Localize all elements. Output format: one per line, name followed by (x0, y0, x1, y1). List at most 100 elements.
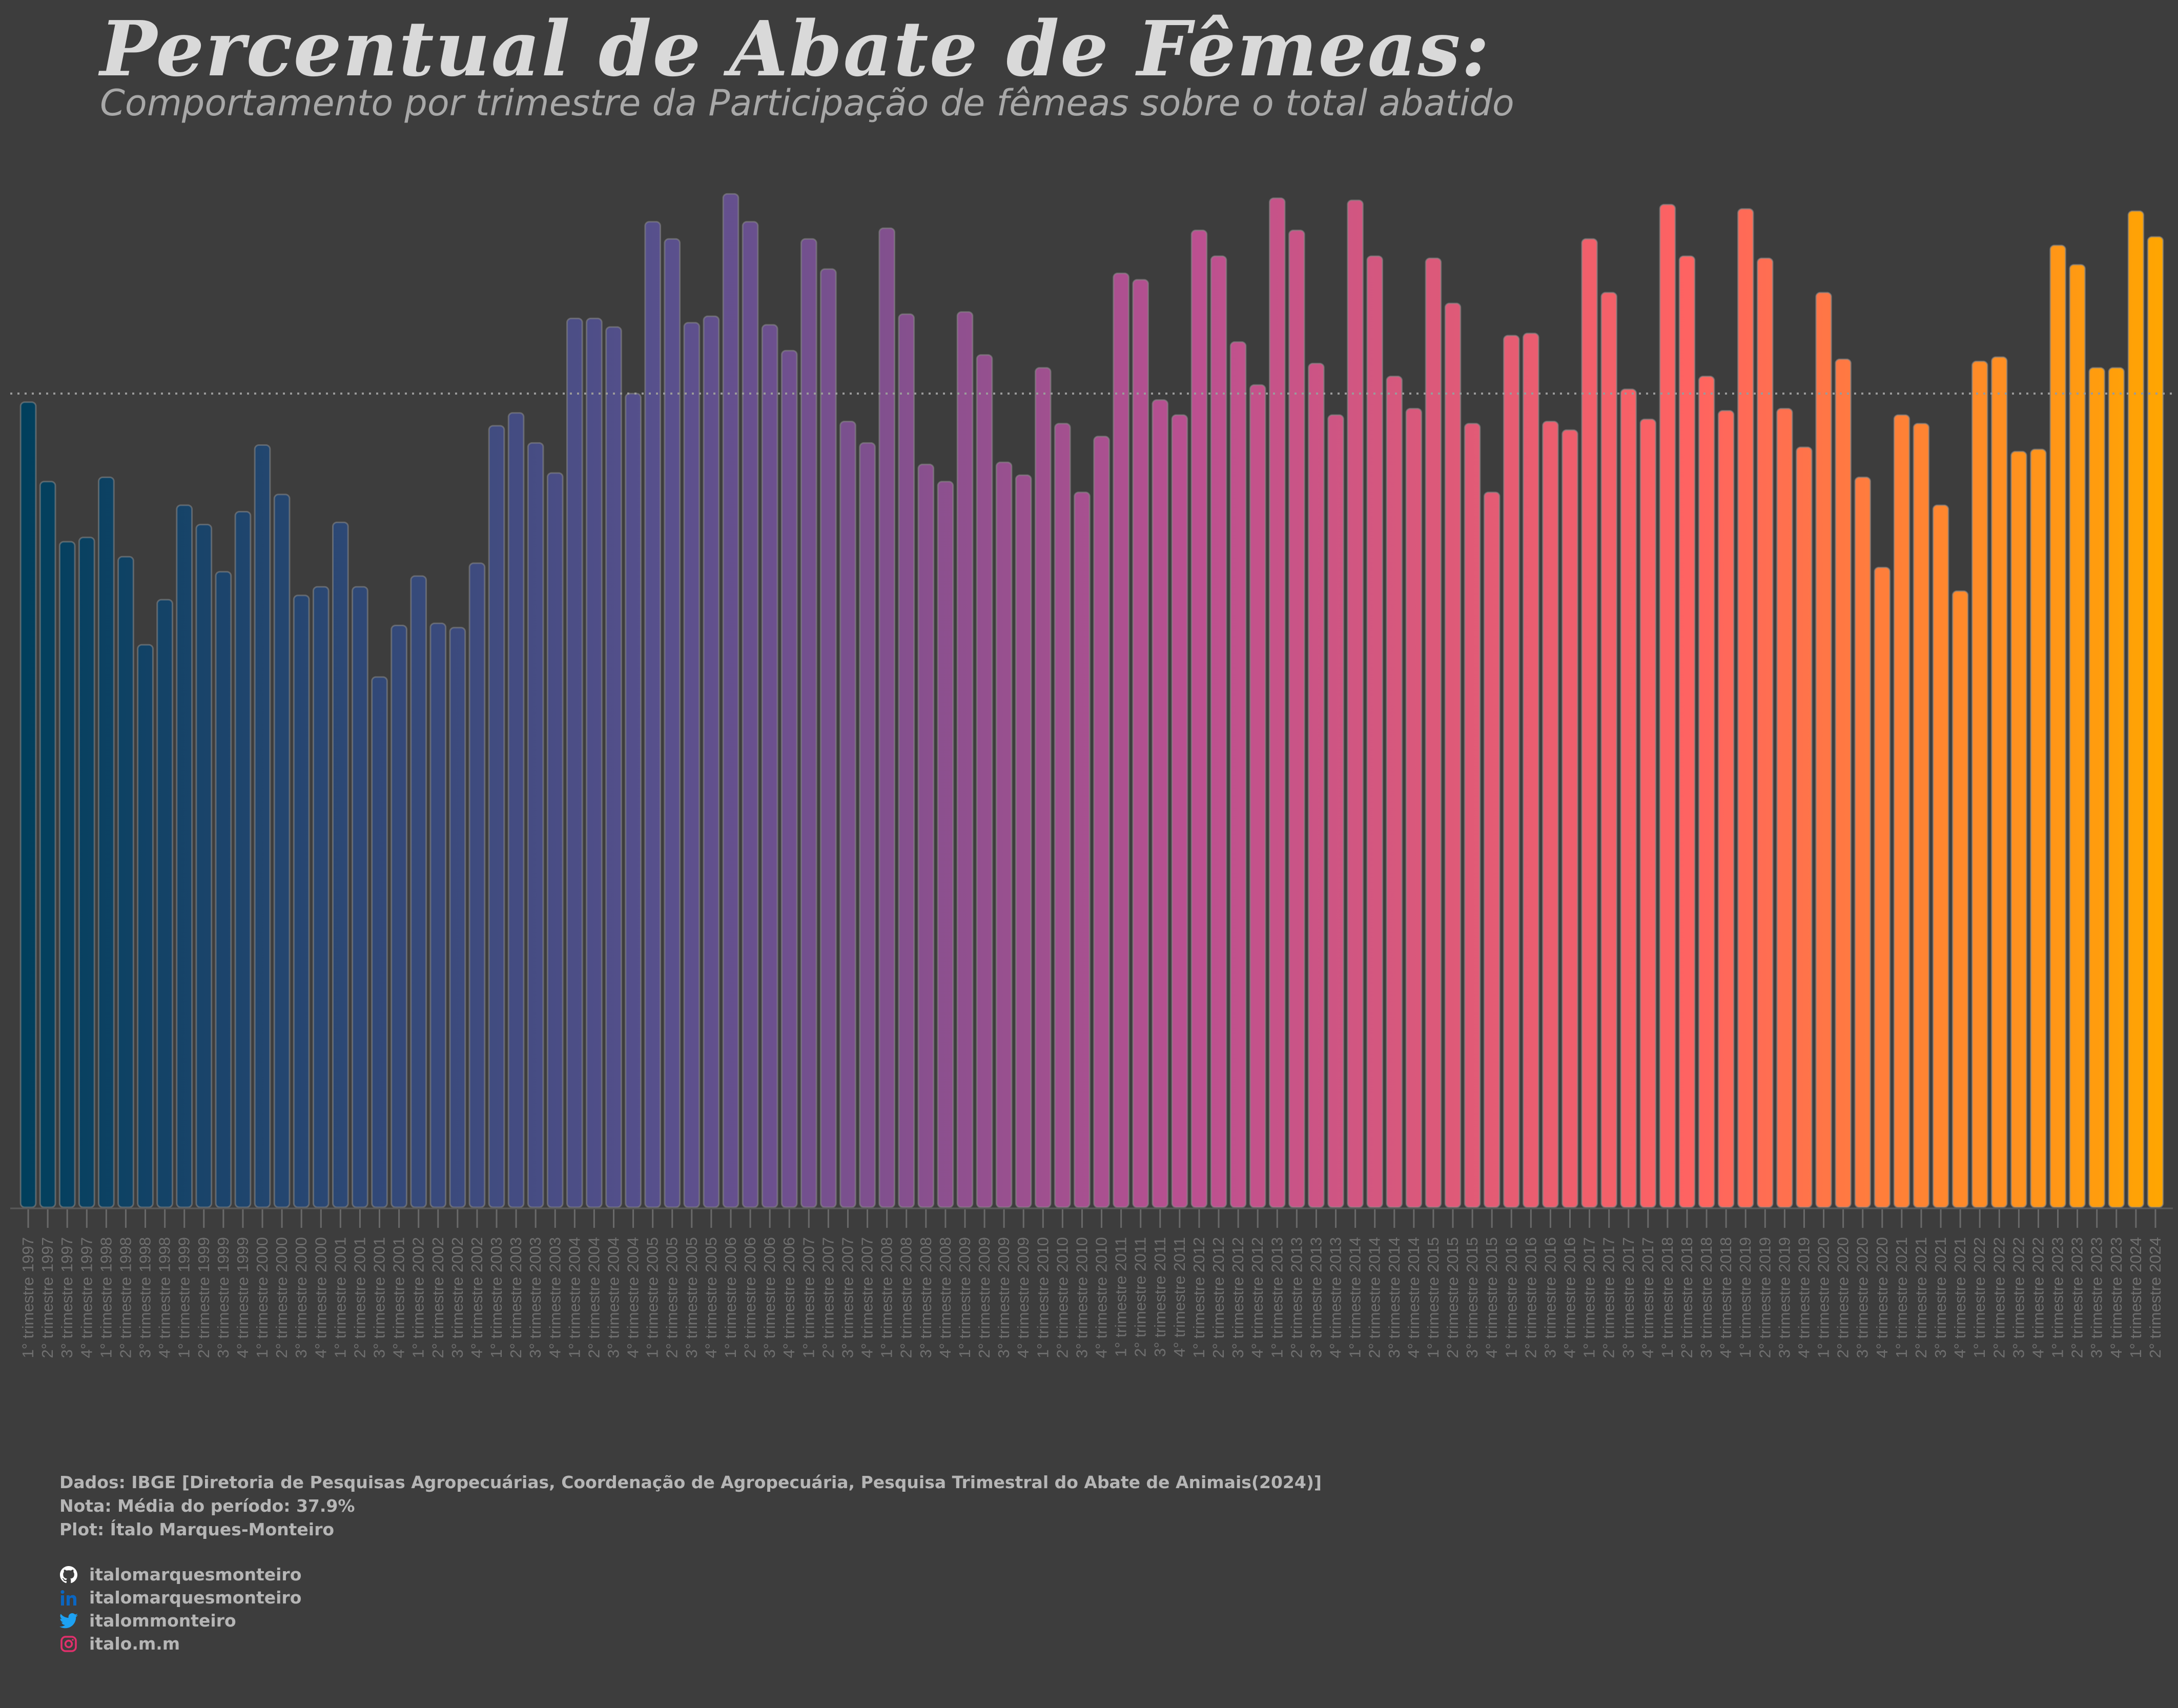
bar (507, 412, 525, 1208)
bar (468, 562, 486, 1208)
x-tick-label: 3° trimestre 2019 (1775, 1237, 1793, 1358)
x-tick-label: 1° trimestre 2022 (1970, 1237, 1988, 1358)
x-tick-label: 3° trimestre 2004 (605, 1237, 623, 1358)
bar (1776, 407, 1793, 1208)
x-tick-label: 2° trimestre 2017 (1600, 1237, 1618, 1358)
bar (1483, 491, 1501, 1208)
x-tick-label: 3° trimestre 2005 (683, 1237, 701, 1358)
x-tick-label: 2° trimestre 2005 (663, 1237, 681, 1358)
x-tick-label: 3° trimestre 2015 (1463, 1237, 1481, 1358)
social-instagram[interactable]: italo.m.m (59, 1632, 301, 1655)
x-tick-label: 2° trimestre 1998 (116, 1237, 134, 1358)
x-tick-label: 4° trimestre 2003 (546, 1237, 564, 1358)
x-tick-label: 1° trimestre 2001 (331, 1237, 349, 1358)
x-tick-label: 2° trimestre 2019 (1756, 1237, 1774, 1358)
bar (1034, 367, 1052, 1208)
bar (98, 476, 115, 1208)
x-tick-label: 2° trimestre 2011 (1132, 1237, 1149, 1357)
x-tick-label: 4° trimestre 2005 (702, 1237, 720, 1358)
x-tick-label: 2° trimestre 2014 (1366, 1237, 1384, 1358)
x-tick-label: 4° trimestre 2013 (1327, 1237, 1345, 1358)
x-tick-label: 4° trimestre 2016 (1561, 1237, 1579, 1358)
social-twitter[interactable]: italommonteiro (59, 1609, 301, 1632)
x-tick-label: 1° trimestre 2018 (1658, 1237, 1676, 1358)
bar (1249, 384, 1266, 1208)
x-tick-label: 3° trimestre 2010 (1073, 1237, 1091, 1358)
bar (273, 493, 291, 1208)
x-tick-label: 2° trimestre 1999 (195, 1237, 213, 1358)
x-tick-label: 4° trimestre 2018 (1717, 1237, 1735, 1358)
x-tick-label: 3° trimestre 2022 (2009, 1237, 2027, 1358)
x-tick-label: 2° trimestre 2009 (975, 1237, 993, 1358)
bar (1659, 203, 1676, 1208)
bar (1503, 335, 1520, 1208)
bar (566, 317, 583, 1208)
x-tick-label: 1° trimestre 2010 (1034, 1237, 1052, 1358)
x-tick-label: 4° trimestre 2023 (2107, 1237, 2125, 1358)
bar (1913, 423, 1930, 1208)
x-tick-label: 4° trimestre 2021 (1951, 1237, 1969, 1358)
bar (391, 625, 407, 1208)
social-github[interactable]: italomarquesmonteiro (59, 1563, 301, 1586)
bar (956, 311, 974, 1208)
caption: Dados: IBGE [Diretoria de Pesquisas Agro… (59, 1471, 1322, 1541)
x-tick-label: 2° trimestre 1997 (38, 1237, 56, 1358)
x-tick-label: 1° trimestre 2014 (1346, 1237, 1364, 1358)
x-tick-label: 4° trimestre 2009 (1014, 1237, 1032, 1358)
bar (1015, 474, 1032, 1208)
x-tick-label: 4° trimestre 2006 (780, 1237, 798, 1358)
x-tick-label: 4° trimestre 2022 (2029, 1237, 2047, 1358)
x-tick-label: 3° trimestre 2017 (1619, 1237, 1637, 1358)
x-tick-label: 3° trimestre 2016 (1541, 1237, 1559, 1358)
bar (1737, 208, 1754, 1208)
bar (527, 442, 544, 1208)
bar (1835, 358, 1852, 1208)
bar (703, 315, 720, 1208)
bar (1639, 418, 1657, 1208)
x-tick-label: 3° trimestre 1997 (58, 1237, 76, 1358)
bar (1620, 388, 1637, 1208)
x-tick-label: 2° trimestre 2002 (429, 1237, 447, 1358)
x-tick-label: 1° trimestre 2006 (722, 1237, 739, 1358)
x-tick-label: 3° trimestre 1999 (214, 1237, 232, 1358)
x-tick-label: 2° trimestre 2010 (1053, 1237, 1071, 1358)
caption-source: Dados: IBGE [Diretoria de Pesquisas Agro… (59, 1472, 1322, 1492)
bar (488, 425, 505, 1208)
bar (1893, 414, 1910, 1208)
x-tick-label: 4° trimestre 2011 (1170, 1237, 1188, 1357)
bar (2010, 450, 2027, 1208)
bar (859, 442, 876, 1208)
bar (1561, 429, 1578, 1208)
github-icon (59, 1566, 78, 1584)
x-tick-label: 1° trimestre 2002 (409, 1237, 427, 1358)
chart-subtitle: Comportamento por trimestre da Participa… (100, 82, 1514, 124)
bar (58, 541, 76, 1208)
bar (1444, 302, 1462, 1208)
bar (371, 676, 388, 1208)
social-linkedin[interactable]: italomarquesmonteiro (59, 1586, 301, 1609)
x-tick-label: 1° trimestre 2024 (2127, 1237, 2145, 1358)
bar (156, 599, 173, 1208)
bar (1327, 414, 1344, 1208)
x-tick-label: 2° trimestre 2024 (2146, 1237, 2164, 1358)
bar (1874, 566, 1891, 1208)
x-tick-label: 1° trimestre 2013 (1268, 1237, 1286, 1358)
linkedin-handle: italomarquesmonteiro (89, 1588, 302, 1608)
bar (1229, 341, 1247, 1208)
x-tick-label: 1° trimestre 2023 (2049, 1237, 2067, 1358)
bar (449, 627, 466, 1208)
bar (1308, 362, 1325, 1208)
x-tick-label: 3° trimestre 2006 (761, 1237, 778, 1358)
bar (78, 537, 95, 1208)
bar (1542, 420, 1559, 1208)
bar (898, 313, 915, 1208)
x-tick-label: 4° trimestre 2010 (1093, 1237, 1111, 1358)
x-tick-label: 2° trimestre 2023 (2068, 1237, 2086, 1358)
bar (1054, 423, 1071, 1208)
bar (195, 524, 213, 1208)
bar (352, 586, 368, 1208)
bar (1347, 199, 1364, 1208)
x-tick-label: 4° trimestre 2004 (624, 1237, 642, 1358)
x-tick-label: 4° trimestre 2008 (936, 1237, 954, 1358)
bar (1581, 238, 1598, 1208)
